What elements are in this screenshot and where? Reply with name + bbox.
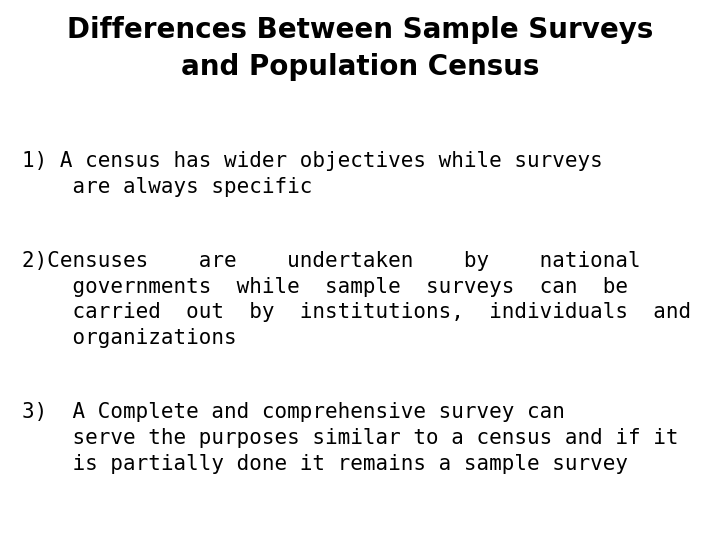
Text: 1) A census has wider objectives while surveys
    are always specific: 1) A census has wider objectives while s… (22, 151, 603, 197)
Text: 2)Censuses    are    undertaken    by    national
    governments  while  sample: 2)Censuses are undertaken by national go… (22, 251, 690, 348)
Text: 3)  A Complete and comprehensive survey can
    serve the purposes similar to a : 3) A Complete and comprehensive survey c… (22, 402, 678, 474)
Text: Differences Between Sample Surveys
and Population Census: Differences Between Sample Surveys and P… (67, 16, 653, 81)
